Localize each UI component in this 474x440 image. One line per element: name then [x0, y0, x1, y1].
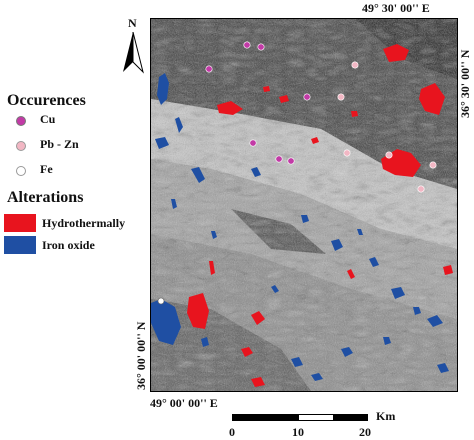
- north-label: N: [128, 16, 137, 30]
- hydrothermal-swatch: [4, 214, 36, 232]
- legend-label-iron-oxide: Iron oxide: [42, 238, 95, 252]
- legend-alterations-title: Alterations: [7, 189, 84, 206]
- iron-oxide-swatch: [4, 236, 36, 254]
- legend-label-pbzn: Pb - Zn: [40, 137, 79, 151]
- coord-bottom-left: 49° 00' 00'' E: [150, 396, 218, 410]
- fe-marker-icon: [16, 166, 26, 176]
- coord-left-bottom: 36° 00' 00'' N: [134, 321, 148, 390]
- cu-marker-icon: [16, 116, 26, 126]
- legend-label-cu: Cu: [40, 112, 56, 126]
- legend-label-hydrothermal: Hydrothermally: [42, 216, 126, 230]
- scale-bar-fill-right: [333, 414, 367, 421]
- legend-occurences-title: Occurences: [7, 92, 86, 109]
- north-arrow-icon: [123, 32, 144, 74]
- scale-bar: Km 0 10 20: [228, 408, 468, 440]
- coord-top-right: 49° 30' 00'' E: [362, 1, 430, 15]
- legend-label-fe: Fe: [40, 162, 53, 176]
- pbzn-marker-icon: [16, 141, 26, 151]
- scale-tick-10: 10: [292, 425, 304, 439]
- iron-oxide-zones: [151, 73, 449, 381]
- scale-tick-20: 20: [359, 425, 371, 439]
- scale-tick-0: 0: [229, 425, 235, 439]
- occurrence-points: [157, 41, 437, 305]
- scale-unit: Km: [376, 409, 396, 423]
- north-arrow: N: [121, 16, 145, 74]
- satellite-map[interactable]: [150, 18, 458, 392]
- scale-bar-fill-left: [232, 414, 299, 421]
- coord-right-top: 36° 30' 00'' N: [458, 49, 472, 118]
- map-image: [151, 19, 457, 391]
